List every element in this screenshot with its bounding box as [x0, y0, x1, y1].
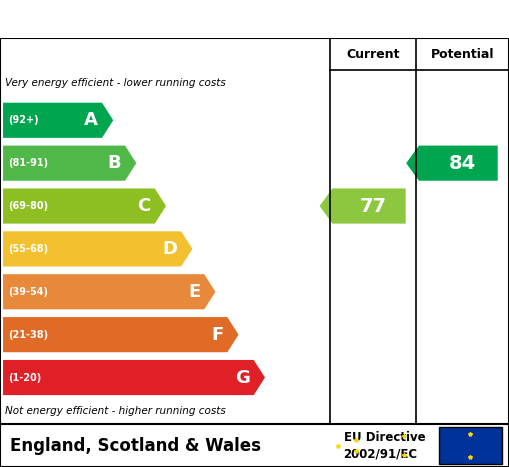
Text: Current: Current [346, 48, 400, 61]
Text: 84: 84 [448, 154, 476, 173]
Text: B: B [107, 154, 121, 172]
Text: (69-80): (69-80) [8, 201, 48, 211]
Text: Energy Efficiency Rating: Energy Efficiency Rating [101, 9, 408, 29]
Text: (81-91): (81-91) [8, 158, 48, 168]
Text: (39-54): (39-54) [8, 287, 48, 297]
Polygon shape [3, 103, 113, 138]
Text: G: G [235, 368, 249, 387]
Bar [439, 427, 502, 464]
Text: A: A [84, 111, 98, 129]
Text: Potential: Potential [431, 48, 494, 61]
Polygon shape [3, 231, 192, 267]
Text: F: F [211, 325, 223, 344]
Polygon shape [3, 189, 166, 224]
Polygon shape [3, 360, 265, 395]
Text: Not energy efficient - higher running costs: Not energy efficient - higher running co… [5, 406, 226, 417]
Text: E: E [188, 283, 200, 301]
Text: England, Scotland & Wales: England, Scotland & Wales [10, 437, 261, 454]
Text: D: D [162, 240, 177, 258]
Text: Very energy efficient - lower running costs: Very energy efficient - lower running co… [5, 78, 226, 88]
Text: 77: 77 [359, 197, 386, 216]
Text: C: C [137, 197, 151, 215]
Text: (21-38): (21-38) [8, 330, 48, 340]
Text: (92+): (92+) [8, 115, 39, 125]
Text: (1-20): (1-20) [8, 373, 41, 382]
Text: 2002/91/EC: 2002/91/EC [344, 447, 418, 460]
Polygon shape [3, 146, 136, 181]
Polygon shape [320, 189, 406, 224]
Polygon shape [3, 317, 239, 352]
Text: EU Directive: EU Directive [344, 432, 425, 444]
Polygon shape [406, 146, 498, 181]
Text: (55-68): (55-68) [8, 244, 48, 254]
Polygon shape [3, 274, 215, 309]
